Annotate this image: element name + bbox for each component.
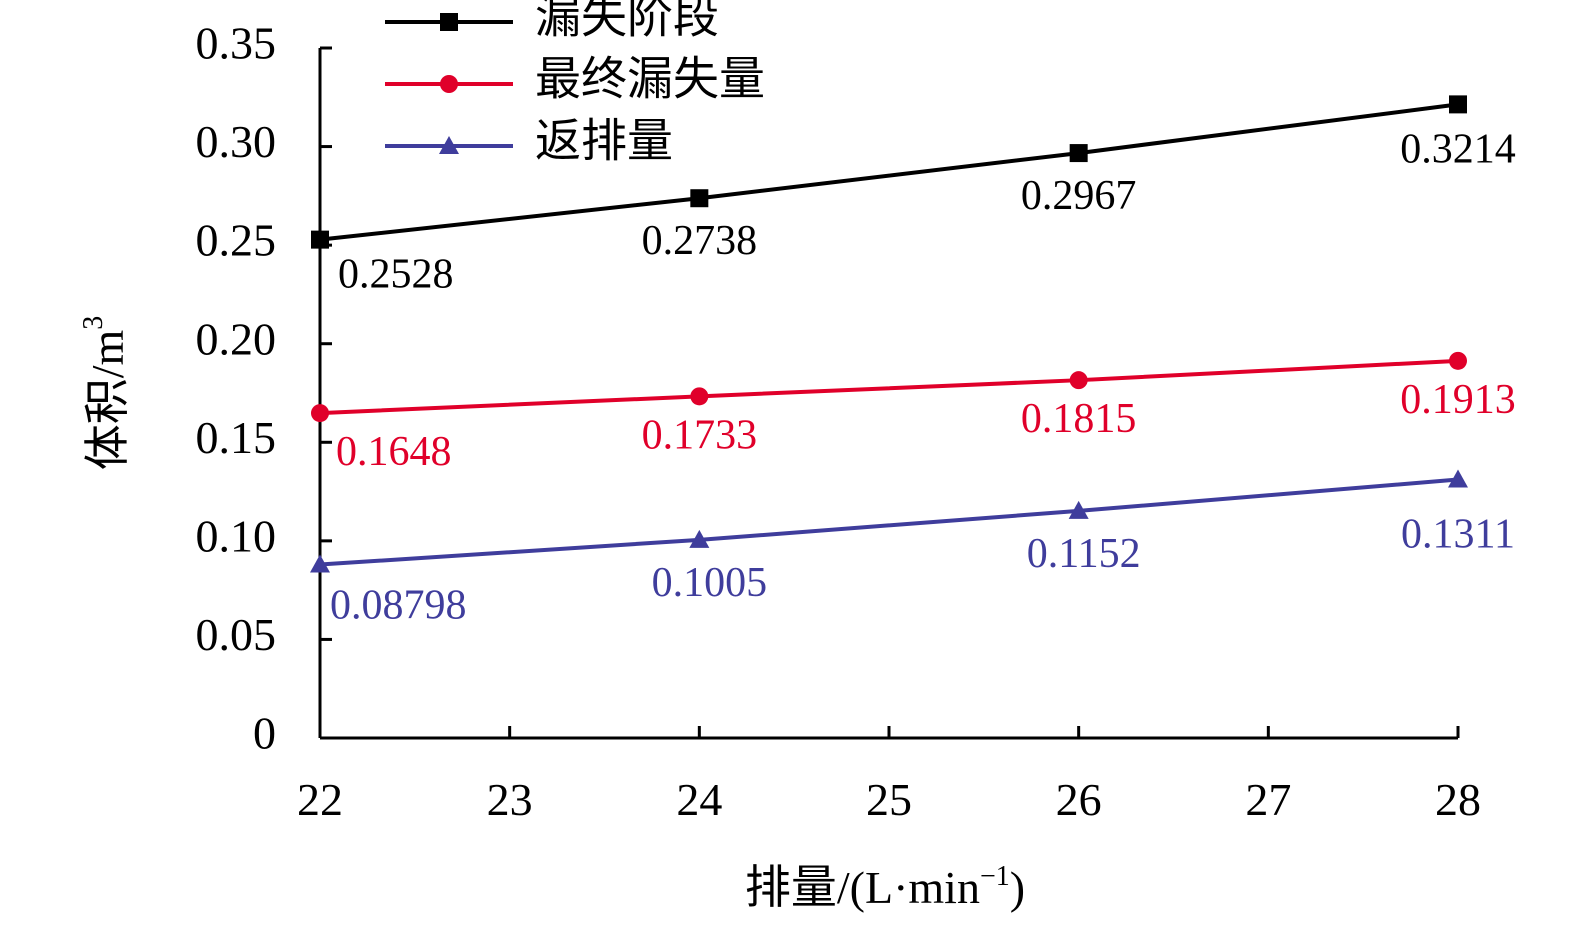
x-axis-title: 排量/(L·min−1) [745,861,1025,913]
series-line [319,477,1459,567]
y-axis-title: 体积/m3 [78,316,132,471]
data-point [310,554,330,573]
legend-label: 返排量 [535,116,673,167]
data-point [1069,144,1088,163]
data-label: 0.2528 [338,252,454,298]
data-point [311,404,329,423]
data-label: 0.08798 [330,583,467,629]
y-tick-label: 0.35 [196,18,277,69]
data-label: 0.2738 [642,218,758,264]
data-point [690,189,709,208]
data-label: 0.1648 [336,429,452,475]
axes: 0 0.05 0.10 0.15 0.20 0.25 0.30 0.35 22 23 24 25 26 2… [196,18,1482,825]
legend-item-3: 返排量 [385,116,673,167]
series-line [319,102,1459,242]
x-tick-label: 28 [1435,774,1481,825]
legend-marker [439,136,459,154]
x-tick-label: 22 [297,774,343,825]
x-tick-label: 26 [1056,774,1102,825]
data-label: 0.1005 [652,560,768,606]
x-tick-label: 25 [866,774,912,825]
legend-label: 漏失阶段 [535,0,719,43]
y-tick-label: 0.20 [196,313,277,364]
legend-marker [440,75,458,93]
x-axis-title-text: 排量/(L·min [745,862,980,913]
x-tick-label: 24 [676,774,722,825]
data-point [1068,500,1089,519]
y-tick-label: 0.25 [196,215,277,266]
legend-label: 最终漏失量 [535,54,765,105]
data-label: 0.1733 [642,412,758,458]
svg-text:体积/m3: 体积/m3 [78,316,132,471]
data-label: 0.3214 [1400,126,1516,172]
x-tick-label: 23 [487,774,533,825]
data-point [689,529,710,548]
data-label: 0.2967 [1021,173,1137,219]
y-tick-label: 0.10 [196,510,277,561]
data-point [311,230,329,249]
x-tick-label: 27 [1245,774,1291,825]
series-3: 0.08798 0.1005 0.1152 0.1311 [310,469,1515,629]
data-label: 0.1913 [1400,377,1516,423]
y-tick-label: 0 [253,708,276,759]
data-label: 0.1815 [1021,396,1137,442]
y-tick-label: 0.05 [196,609,277,660]
data-point [1449,95,1467,114]
y-axis-title-text: 体积/m [82,330,133,471]
legend-marker [440,13,458,31]
data-label: 0.1152 [1027,531,1141,577]
x-axis-title-exponent: −1 [980,861,1010,892]
legend-item-1: 漏失阶段 [385,0,719,43]
series-1: 0.2528 0.2738 0.2967 0.3214 [311,95,1516,298]
data-label: 0.1311 [1401,512,1515,558]
series-line [319,358,1459,416]
legend-item-2: 最终漏失量 [385,54,765,105]
y-axis-title-exponent: 3 [78,316,109,330]
data-point [1069,371,1088,390]
y-tick-label: 0.15 [196,412,277,463]
x-axis-title-tail: ) [1010,862,1025,913]
data-point [1449,351,1467,370]
y-tick-label: 0.30 [196,116,277,167]
series-group: 0.2528 0.2738 0.2967 0.3214 0.1648 0.1733 0.18… [310,95,1516,629]
series-2: 0.1648 0.1733 0.1815 0.1913 [311,351,1516,475]
data-point [690,387,709,406]
data-point [1448,469,1468,488]
